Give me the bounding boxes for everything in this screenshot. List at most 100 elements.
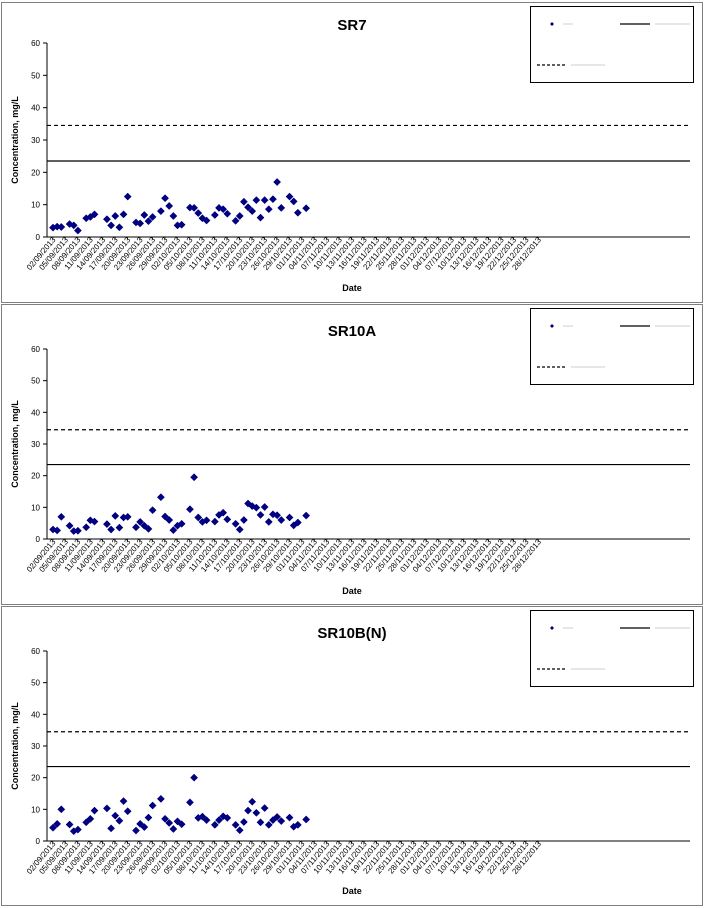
data-point: [190, 773, 199, 782]
data-point: [302, 204, 311, 213]
data-point: [156, 207, 165, 216]
data-point: [223, 813, 232, 822]
y-tick-label: 40: [31, 710, 40, 719]
y-tick-label: 0: [36, 535, 41, 544]
chart-title: SR10A: [328, 323, 377, 340]
data-point: [273, 511, 282, 520]
data-point: [202, 516, 211, 525]
y-axis-label: Concentration, mg/L: [10, 400, 20, 488]
y-tick-label: 50: [31, 377, 40, 386]
data-point: [102, 215, 111, 224]
data-point: [223, 515, 232, 524]
data-point: [264, 517, 273, 526]
data-point: [161, 814, 170, 823]
data-point: [215, 816, 223, 825]
data-point: [156, 493, 165, 502]
y-tick-label: 60: [31, 345, 40, 354]
y-tick-label: 30: [31, 440, 40, 449]
y-tick-label: 50: [31, 679, 40, 688]
data-point: [173, 817, 182, 826]
data-point: [53, 526, 62, 535]
data-point: [107, 221, 116, 230]
data-point: [148, 212, 157, 221]
data-point: [231, 820, 240, 829]
data-point: [277, 516, 286, 524]
data-point: [132, 826, 140, 835]
data-point: [235, 212, 244, 220]
data-point: [123, 512, 132, 521]
data-point: [185, 798, 194, 807]
y-tick-label: 20: [31, 472, 40, 481]
data-point: [65, 820, 74, 829]
data-point: [165, 202, 174, 210]
y-tick-label: 20: [31, 774, 40, 783]
y-tick-label: 60: [31, 647, 40, 656]
data-point: [260, 503, 269, 511]
y-tick-label: 10: [31, 503, 40, 512]
chart-panel-1: SR7010203040506002/09/201305/09/201308/0…: [1, 2, 703, 303]
data-point: [57, 805, 66, 814]
data-point: [244, 806, 253, 815]
data-point: [111, 811, 120, 820]
data-point: [219, 812, 228, 821]
data-point: [90, 517, 99, 526]
data-point: [115, 223, 124, 232]
data-point: [111, 511, 120, 520]
y-tick-label: 0: [36, 233, 41, 242]
data-point: [86, 516, 95, 525]
data-point: [202, 216, 211, 225]
legend-box: [530, 610, 694, 687]
y-tick-label: 20: [31, 168, 40, 177]
data-point: [53, 819, 62, 828]
data-point: [264, 205, 273, 214]
x-axis-label: Date: [342, 586, 362, 596]
data-point: [161, 512, 170, 521]
data-point: [293, 208, 302, 217]
data-point: [252, 503, 261, 512]
chart-title: SR7: [337, 17, 366, 34]
data-point: [256, 213, 265, 222]
data-point: [302, 511, 311, 520]
data-point: [165, 516, 174, 524]
data-point: [277, 817, 286, 826]
data-point: [190, 203, 199, 212]
data-point: [293, 518, 302, 527]
data-point: [102, 520, 111, 529]
data-point: [231, 216, 240, 225]
data-point: [177, 519, 186, 528]
data-point: [169, 526, 178, 535]
data-point: [144, 813, 153, 822]
data-point: [107, 824, 116, 833]
data-point: [148, 801, 157, 810]
data-point: [90, 210, 99, 219]
data-point: [169, 212, 178, 220]
data-point: [185, 505, 194, 514]
data-point: [107, 525, 116, 534]
data-point: [293, 820, 302, 829]
data-point: [239, 516, 248, 524]
data-point: [256, 510, 265, 519]
data-point: [235, 826, 244, 835]
data-point: [219, 205, 228, 214]
legend-marker-diamond: [550, 324, 554, 328]
data-point: [248, 207, 257, 216]
data-point: [302, 815, 311, 824]
data-point: [69, 221, 78, 230]
data-point: [256, 818, 265, 827]
y-tick-label: 40: [31, 408, 40, 417]
data-point: [244, 203, 253, 212]
legend: [530, 6, 694, 83]
data-point: [252, 196, 261, 205]
data-point: [285, 513, 294, 522]
x-axis-label: Date: [342, 283, 362, 293]
data-point: [260, 196, 269, 205]
y-axis-label: Concentration, mg/L: [10, 96, 20, 184]
data-point: [210, 517, 219, 526]
data-point: [144, 524, 153, 533]
chart-panel-3: SR10B(N)010203040506002/09/201305/09/201…: [1, 606, 703, 906]
data-point: [235, 525, 244, 534]
data-point: [239, 818, 248, 826]
y-tick-label: 50: [31, 71, 40, 80]
data-point: [165, 818, 174, 827]
y-tick-label: 30: [31, 136, 40, 145]
